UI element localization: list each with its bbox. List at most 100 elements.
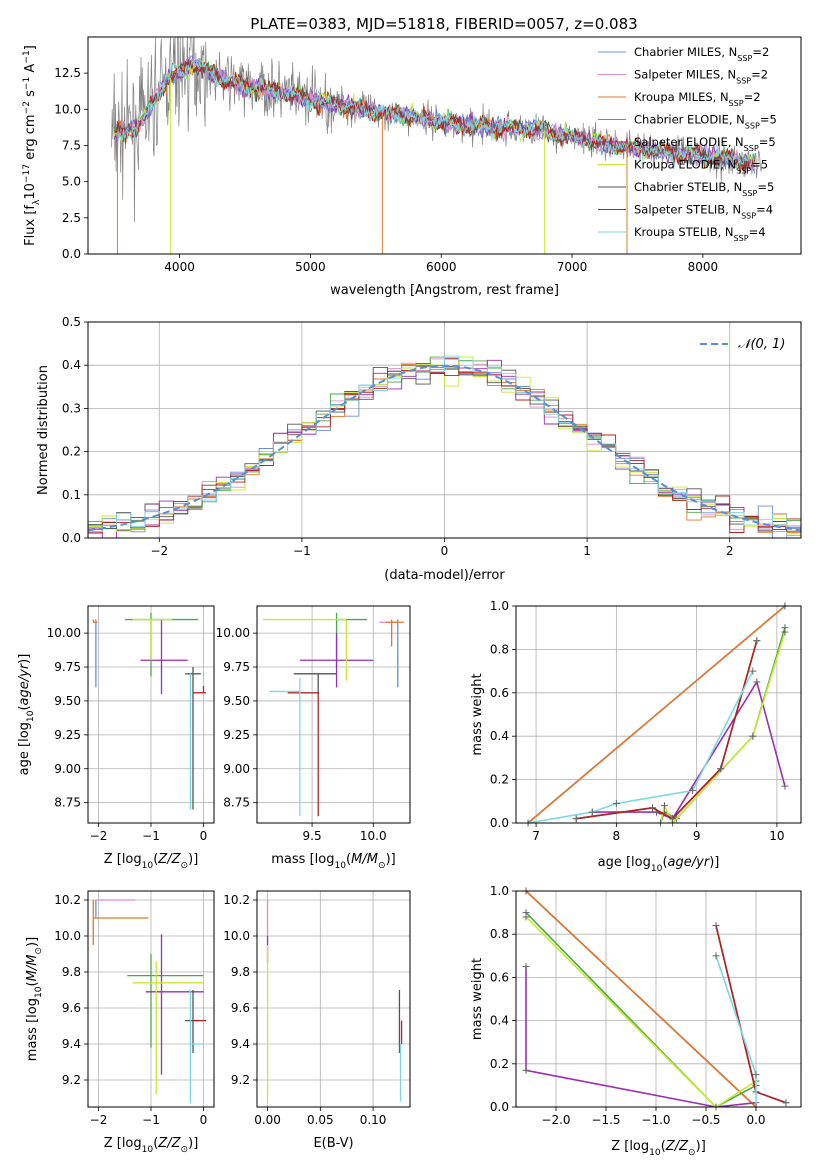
y-tick-label: 10.00 [47, 626, 81, 640]
x-tick-label: 8 [613, 829, 621, 843]
y-axis-label: mass weight [470, 673, 485, 755]
x-tick-label: −2.0 [541, 1113, 570, 1127]
weight-line-kroupa_stelib [527, 670, 754, 824]
x-tick-label: −1.0 [641, 1113, 670, 1127]
y-tick-label: 9.2 [231, 1073, 250, 1087]
y-tick-label: 10.00 [216, 626, 250, 640]
y-tick-label: 9.00 [54, 762, 81, 776]
x-tick-label: −2 [90, 829, 108, 843]
x-tick-label: 7000 [557, 260, 588, 274]
y-tick-label: 0.2 [490, 1057, 509, 1071]
y-tick-label: 0.8 [490, 642, 509, 656]
y-tick-label: 0.0 [62, 247, 81, 261]
weight-line-chabrier_stelib [715, 925, 787, 1104]
y-tick-label: 9.6 [231, 1001, 250, 1015]
x-tick-label: −2 [150, 544, 168, 558]
y-tick-label: 9.2 [62, 1073, 81, 1087]
y-tick-label: 7.5 [62, 139, 81, 153]
y-tick-label: 9.50 [54, 694, 81, 708]
spectrum-panel: 4000 5000 6000 7000 8000 0.0 2.5 5.0 7.5 10.0 12.5… [22, 36, 802, 298]
y-tick-label: 0.4 [490, 1014, 509, 1028]
x-tick-label: −1 [142, 829, 160, 843]
x-tick-label: 2 [726, 544, 734, 558]
legend-entry: Salpeter STELIB, NSSP=4 [634, 203, 773, 221]
y-tick-label: 0.6 [490, 970, 509, 984]
weight-line-chabrier_elodie [525, 912, 757, 1108]
y-tick-label: 10.0 [54, 102, 81, 116]
weight_vs_Z-panel: −2.0 −1.5 −1.0 −0.5 0.0 0.0 0.2 0.4 0.6 0.8 1.0 Z [… [470, 884, 802, 1158]
y-tick-label: 2.5 [62, 211, 81, 225]
y-tick-label: 10.2 [54, 893, 81, 907]
x-tick-label: 0 [200, 1113, 208, 1127]
x-axis-label: (data-model)/error [384, 568, 505, 583]
legend-entry: Chabrier STELIB, NSSP=5 [634, 180, 774, 198]
spectrum-lines [111, 37, 763, 254]
x-tick-label: 0 [441, 544, 449, 558]
y-axis-label: age [log10(age/yr)] [17, 654, 36, 776]
y-axis-label: Flux [fλ10−17 erg cm−2 s−1 A−1] [22, 45, 42, 246]
y-tick-label: 0.8 [490, 927, 509, 941]
y-tick-label: 9.8 [231, 965, 250, 979]
legend-entry: Salpeter MILES, NSSP=2 [634, 68, 768, 86]
y-tick-label: 0.0 [490, 816, 509, 830]
x-tick-label: 6000 [426, 260, 457, 274]
x-tick-label: 9.5 [303, 829, 322, 843]
legend-entry: Chabrier MILES, NSSP=2 [634, 45, 769, 63]
x-axis-label: E(B-V) [313, 1136, 353, 1151]
x-tick-label: 0 [200, 829, 208, 843]
x-tick-label: 7 [532, 829, 540, 843]
legend-entry: Kroupa ELODIE, NSSP=5 [634, 158, 768, 176]
y-axis-label: mass [log10(M/M⊙)] [25, 937, 44, 1061]
x-tick-label: 0.0 [746, 1113, 765, 1127]
histogram-kroupa_stelib [88, 355, 801, 536]
x-axis-label: Z [log10(Z/Z⊙)] [611, 1139, 706, 1158]
y-tick-label: 0.5 [62, 315, 81, 329]
x-axis-label: wavelength [Angstrom, rest frame] [330, 283, 559, 298]
y-tick-label: 0.2 [490, 773, 509, 787]
x-tick-label: −1 [293, 544, 311, 558]
y-tick-label: 0.4 [62, 358, 81, 372]
y-tick-label: 9.00 [223, 762, 250, 776]
x-axis-label: Z [log10(Z/Z⊙)] [104, 852, 199, 871]
weight_vs_age-panel: 7 8 9 10 0.0 0.2 0.4 0.6 0.8 1.0 age [log10(age/yr… [470, 599, 802, 874]
figure-title: PLATE=0383, MJD=51818, FIBERID=0057, z=0… [250, 15, 637, 33]
weight-line-salpeter_stelib [576, 640, 758, 820]
x-tick-label: 10.0 [360, 829, 387, 843]
weight-line-salpeter_elodie [525, 966, 757, 1108]
y-tick-label: 0.3 [62, 401, 81, 415]
axes-frame [256, 605, 411, 824]
axes-frame [515, 890, 802, 1108]
model-spectrum-salpeter_miles [113, 56, 756, 174]
weight-line-chabrier_stelib [576, 640, 758, 820]
x-tick-label: −1 [142, 1113, 160, 1127]
legend-entry: 𝒩(0, 1) [738, 337, 785, 352]
x-tick-label: 0.10 [360, 1113, 387, 1127]
y-tick-label: 5.0 [62, 175, 81, 189]
mass_vs_ebv-panel: 0.00 0.05 0.10 9.2 9.4 9.6 9.8 10.0 10.2 E(B-V) [223, 890, 411, 1151]
y-tick-label: 10.2 [223, 893, 250, 907]
y-tick-label: 0.0 [490, 1100, 509, 1114]
y-axis-label: mass weight [470, 958, 485, 1040]
y-tick-label: 9.75 [54, 660, 81, 674]
histogram-salpeter_stelib [88, 365, 801, 538]
observed-spectrum [111, 37, 763, 223]
y-tick-label: 10.0 [223, 929, 250, 943]
y-tick-label: 0.6 [490, 686, 509, 700]
age_vs_mass-panel: 9.5 10.0 8.75 9.00 9.25 9.50 9.75 10.00 mass [lo… [216, 605, 411, 871]
y-tick-label: 0.1 [62, 488, 81, 502]
weight-line-kroupa_miles [525, 890, 757, 1108]
gaussian-curve [88, 364, 801, 532]
y-tick-label: 1.0 [490, 884, 509, 898]
y-tick-label: 9.50 [223, 694, 250, 708]
x-tick-label: 9 [693, 829, 701, 843]
x-tick-label: 0.05 [307, 1113, 334, 1127]
x-tick-label: −0.5 [691, 1113, 720, 1127]
weight-line-salpeter_elodie [592, 680, 786, 820]
weight-line-kroupa_elodie [659, 631, 786, 825]
y-tick-label: 9.4 [62, 1037, 81, 1051]
y-tick-label: 0.4 [490, 729, 509, 743]
axes-frame [256, 890, 411, 1108]
y-tick-label: 0.0 [62, 531, 81, 545]
legend-entry: Kroupa MILES, NSSP=2 [634, 90, 761, 108]
